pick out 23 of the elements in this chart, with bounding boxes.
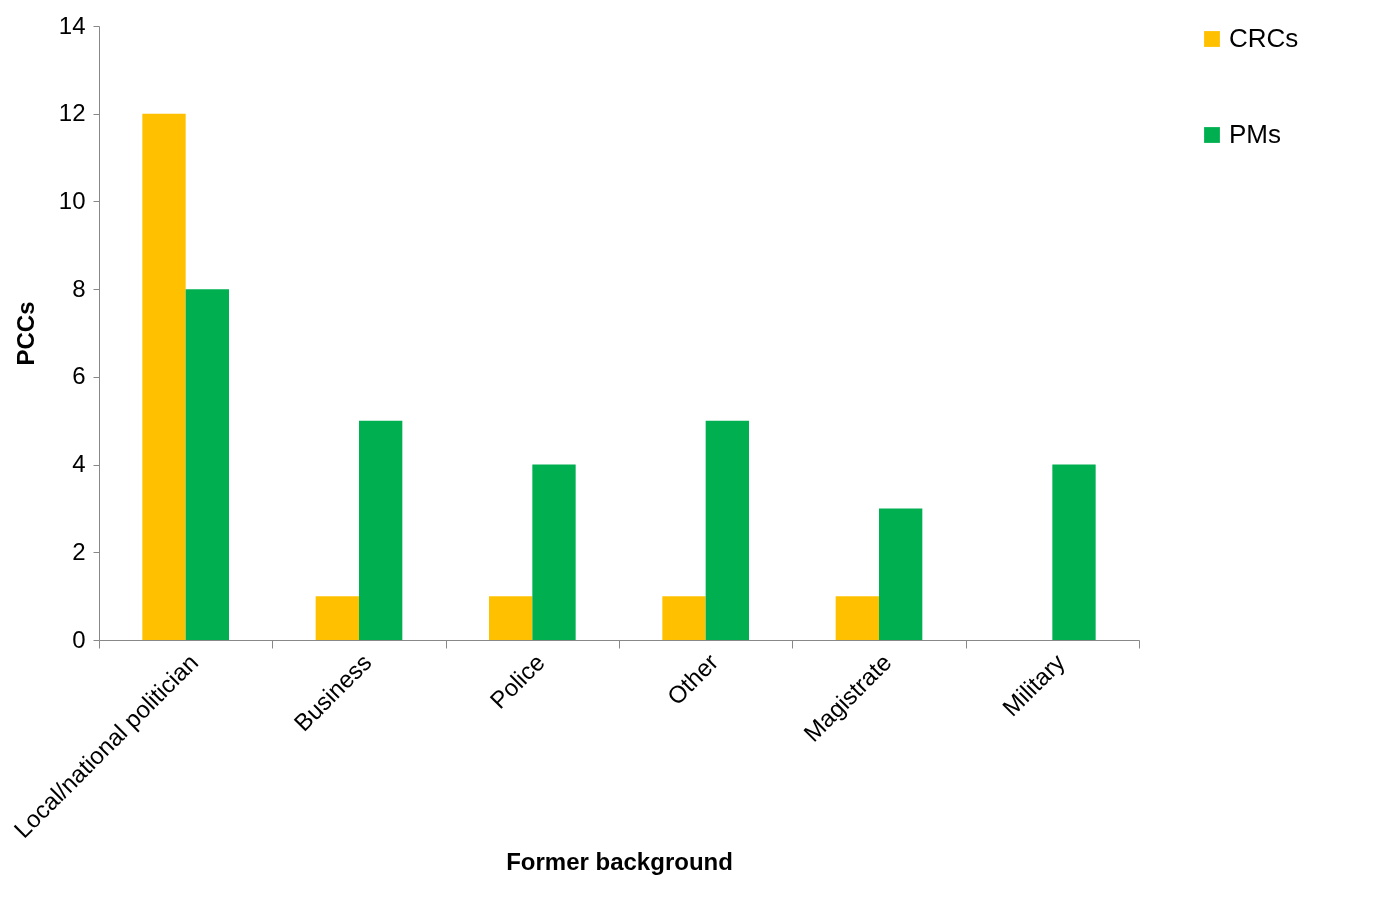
y-tick-label: 6	[72, 362, 86, 390]
bar	[532, 464, 576, 640]
bar	[489, 596, 533, 640]
bar	[835, 596, 879, 640]
y-tick-label: 14	[58, 11, 86, 39]
y-tick-label: 12	[58, 99, 86, 127]
bar	[1052, 464, 1096, 640]
bar	[879, 508, 923, 640]
bar	[142, 113, 186, 640]
y-tick-label: 8	[72, 274, 86, 302]
y-axis-title: PCCs	[11, 301, 39, 366]
bar	[359, 420, 403, 640]
bar	[185, 289, 229, 640]
legend-label: PMs	[1229, 119, 1281, 149]
bar	[705, 420, 749, 640]
y-tick-label: 10	[58, 186, 86, 214]
bar	[662, 596, 706, 640]
legend-label: CRCs	[1229, 23, 1299, 53]
x-axis-title: Former background	[506, 847, 733, 875]
y-tick-label: 2	[72, 537, 86, 565]
y-tick-label: 0	[72, 625, 86, 653]
bar	[315, 596, 359, 640]
y-tick-label: 4	[72, 450, 86, 478]
